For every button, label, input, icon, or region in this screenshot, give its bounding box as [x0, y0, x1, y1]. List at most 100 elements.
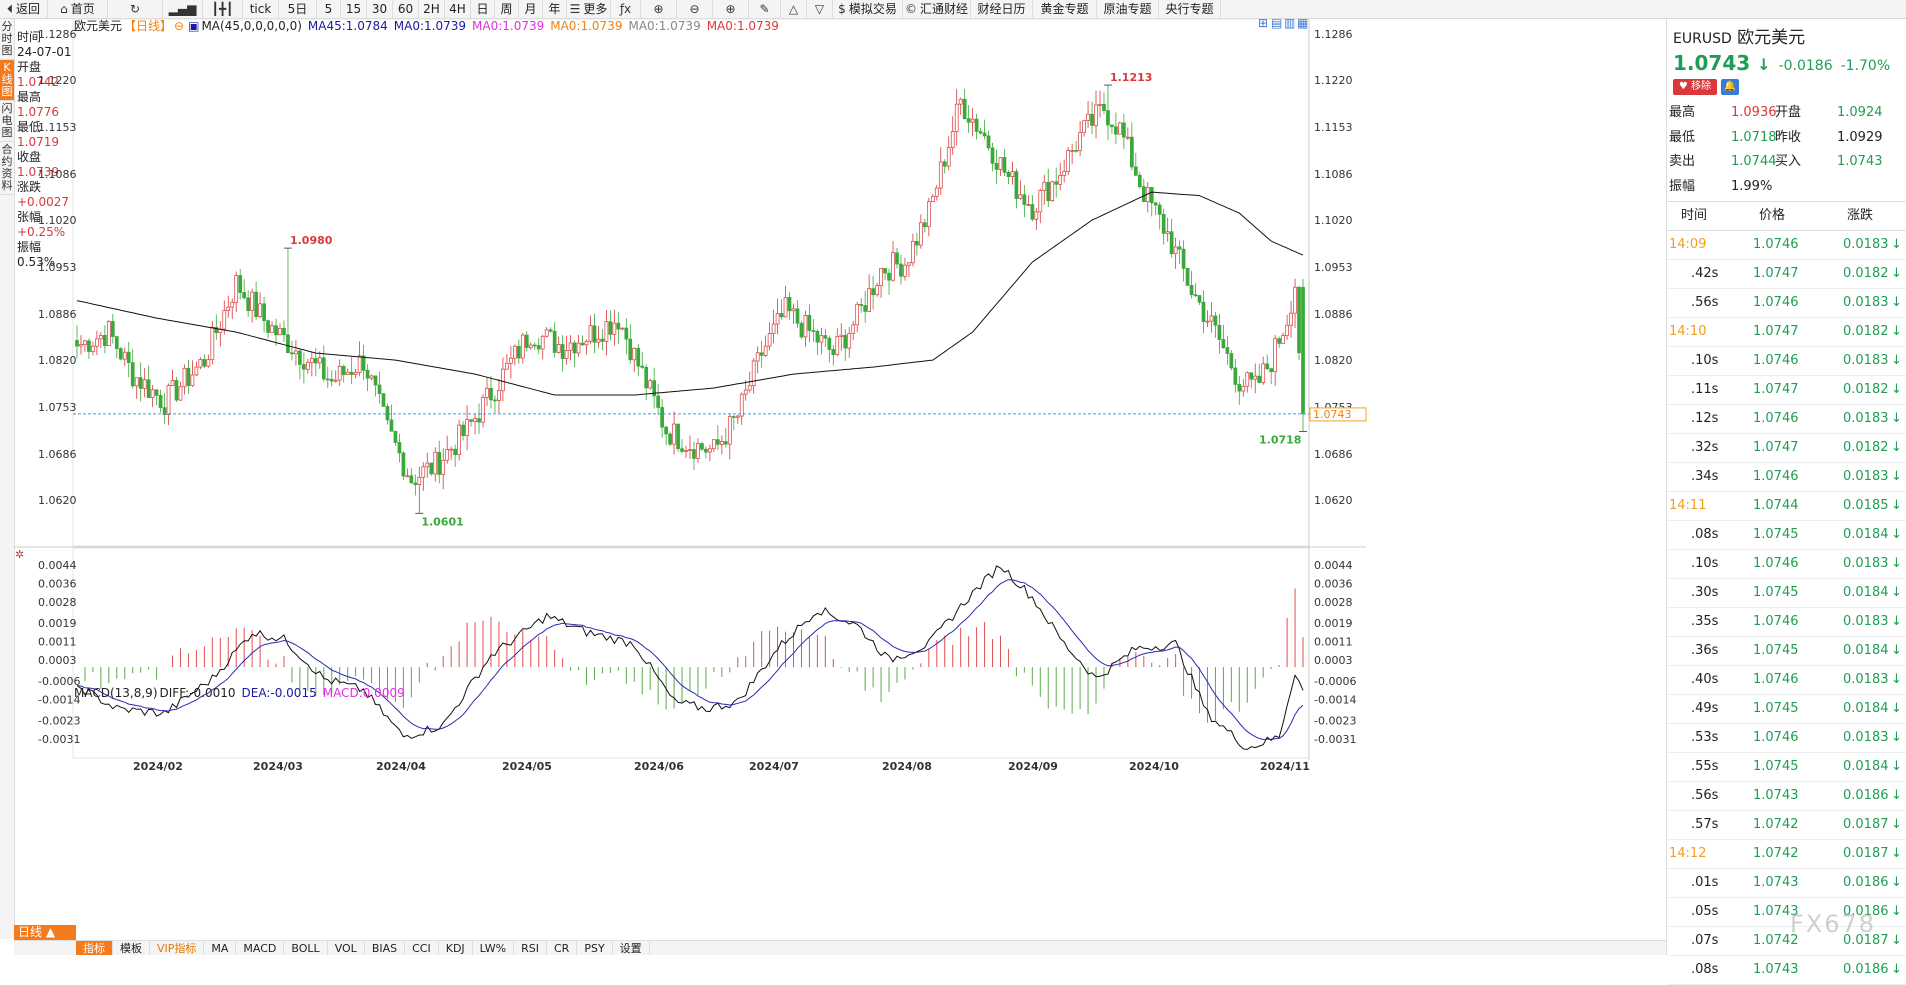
candle — [405, 468, 410, 478]
indicator-tab-1[interactable]: 模板 — [113, 941, 150, 955]
toolbar-item-13[interactable]: 日 — [471, 0, 495, 18]
toolbar-item-8[interactable]: 15 — [341, 0, 367, 18]
remove-button[interactable]: ♥ 移除 — [1673, 79, 1717, 95]
candle — [672, 411, 676, 455]
toolbar-item-15[interactable]: 月 — [519, 0, 543, 18]
toolbar-item-23[interactable]: △ — [781, 0, 807, 18]
candle — [600, 328, 605, 351]
y-tick-right: 1.1153 — [1314, 121, 1353, 134]
toolbar-item-11[interactable]: 2H — [419, 0, 445, 18]
indicator-tab-13[interactable]: PSY — [577, 941, 613, 955]
toolbar-item-22[interactable]: ✎ — [749, 0, 781, 18]
candle — [823, 329, 828, 347]
price-chart[interactable]: 1.1286 1.1286 1.1220 1.1220 1.1153 1.1153 1.10… — [0, 0, 1666, 925]
candle — [1094, 90, 1098, 139]
indicator-tab-3[interactable]: MA — [204, 941, 237, 955]
toolbar-item-28[interactable]: 黄金专题 — [1033, 0, 1097, 18]
tick-time: .35s — [1691, 614, 1719, 629]
chart-control-icon[interactable]: ▥ — [1284, 16, 1295, 30]
toolbar-item-19[interactable]: ⊕ — [641, 0, 677, 18]
candle — [162, 392, 167, 424]
quote-v2: 1.0743 — [1837, 154, 1883, 169]
toolbar-item-12[interactable]: 4H — [445, 0, 471, 18]
chart-control-icon[interactable]: ▤ — [1271, 16, 1282, 30]
down-arrow-icon: ↓ — [1891, 817, 1902, 832]
x-tick-label: 2024/06 — [634, 760, 684, 773]
tick-change: 0.0182 — [1843, 324, 1889, 339]
candle — [214, 314, 219, 340]
toolbar-item-17[interactable]: ☰ 更多 — [567, 0, 611, 18]
macd-settings-icon[interactable]: ✲ — [15, 548, 24, 561]
indicator-tab-5[interactable]: BOLL — [284, 941, 328, 955]
candle — [1185, 267, 1190, 286]
indicator-tab-8[interactable]: CCI — [405, 941, 439, 955]
alert-button[interactable]: 🔔 — [1721, 79, 1739, 95]
toolbar-label: 4H — [449, 2, 466, 16]
indicator-tab-11[interactable]: RSI — [514, 941, 547, 955]
tick-price: 1.0746 — [1753, 672, 1799, 687]
toolbar-item-7[interactable]: 5 — [317, 0, 341, 18]
toolbar-item-6[interactable]: 5日 — [279, 0, 317, 18]
toolbar-item-24[interactable]: ▽ — [807, 0, 833, 18]
indicator-tab-4[interactable]: MACD — [236, 941, 285, 955]
settings-icon[interactable]: ⊖ — [174, 19, 185, 33]
toolbar-item-9[interactable]: 30 — [367, 0, 393, 18]
left-tab-2[interactable]: 闪电图 — [0, 101, 14, 142]
left-tab-0[interactable]: 分时图 — [0, 19, 14, 60]
indicator-tab-14[interactable]: 设置 — [613, 941, 650, 955]
candle — [1221, 324, 1226, 350]
toolbar-item-16[interactable]: 年 — [543, 0, 567, 18]
candle — [465, 405, 469, 451]
indicator-tab-12[interactable]: CR — [547, 941, 578, 955]
indicator-tab-10[interactable]: LW% — [473, 941, 515, 955]
toolbar-item-27[interactable]: 财经日历 — [971, 0, 1033, 18]
toolbar-item-5[interactable]: tick — [243, 0, 279, 18]
chart-control-icon[interactable]: ⊞ — [1258, 16, 1268, 30]
toolbar-item-30[interactable]: 央行专题 — [1159, 0, 1221, 18]
candle — [325, 366, 330, 389]
toolbar-item-3[interactable]: ▂▄▆ — [163, 0, 203, 18]
candle — [516, 339, 521, 364]
candle — [357, 341, 362, 377]
toolbar-item-4[interactable]: ┃╋┃ — [203, 0, 243, 18]
info-value: 1.0719 — [17, 135, 59, 149]
left-view-tabs: 分时图 K线图 闪电图 合约资料 — [0, 19, 15, 939]
macd-value: MACD:0.0009 — [322, 686, 405, 700]
indicator-tab-6[interactable]: VOL — [328, 941, 365, 955]
toolbar-label: 30 — [371, 2, 388, 16]
candle — [946, 136, 951, 171]
toolbar-item-2[interactable]: ↻ — [108, 0, 163, 18]
indicator-tab-2[interactable]: VIP指标 — [150, 941, 205, 955]
toolbar-item-26[interactable]: © 汇通财经 — [903, 0, 971, 18]
toolbar-label: 2H — [423, 2, 440, 16]
toolbar-item-14[interactable]: 周 — [495, 0, 519, 18]
candle — [497, 379, 501, 414]
candle — [1050, 180, 1055, 203]
indicator-tab-7[interactable]: BIAS — [365, 941, 406, 955]
left-tab-3[interactable]: 合约资料 — [0, 142, 14, 195]
left-tab-1[interactable]: K线图 — [0, 60, 14, 101]
indicator-tab-0[interactable]: 指标 — [76, 941, 113, 955]
indicator-tab-9[interactable]: KDJ — [439, 941, 473, 955]
toolbar-item-25[interactable]: $ 模拟交易 — [833, 0, 903, 18]
candle — [349, 357, 354, 385]
candle — [540, 334, 545, 360]
period-tag[interactable]: 日线 ▲ — [14, 925, 76, 940]
toolbar-item-10[interactable]: 60 — [393, 0, 419, 18]
candle — [970, 107, 975, 137]
candle — [95, 330, 99, 355]
toolbar-item-18[interactable]: ƒx — [611, 0, 641, 18]
toolbar-item-20[interactable]: ⊖ — [677, 0, 713, 18]
candle — [592, 313, 597, 354]
toolbar-item-1[interactable]: ⌂ 首页 — [48, 0, 108, 18]
legend-period[interactable]: 【日线】 — [124, 19, 173, 33]
toolbar-item-21[interactable]: ⊕ — [713, 0, 749, 18]
toolbar-item-29[interactable]: 原油专题 — [1097, 0, 1159, 18]
toolbar-item-0[interactable]: ⏴ 返回 — [0, 0, 48, 18]
toolbar-label: 首页 — [70, 2, 95, 16]
tick-price: 1.0744 — [1753, 498, 1799, 513]
candle — [887, 268, 891, 295]
down-arrow-icon: ↓ — [1891, 933, 1902, 948]
candle — [437, 440, 442, 484]
chart-control-icon[interactable]: ▦ — [1297, 16, 1308, 30]
